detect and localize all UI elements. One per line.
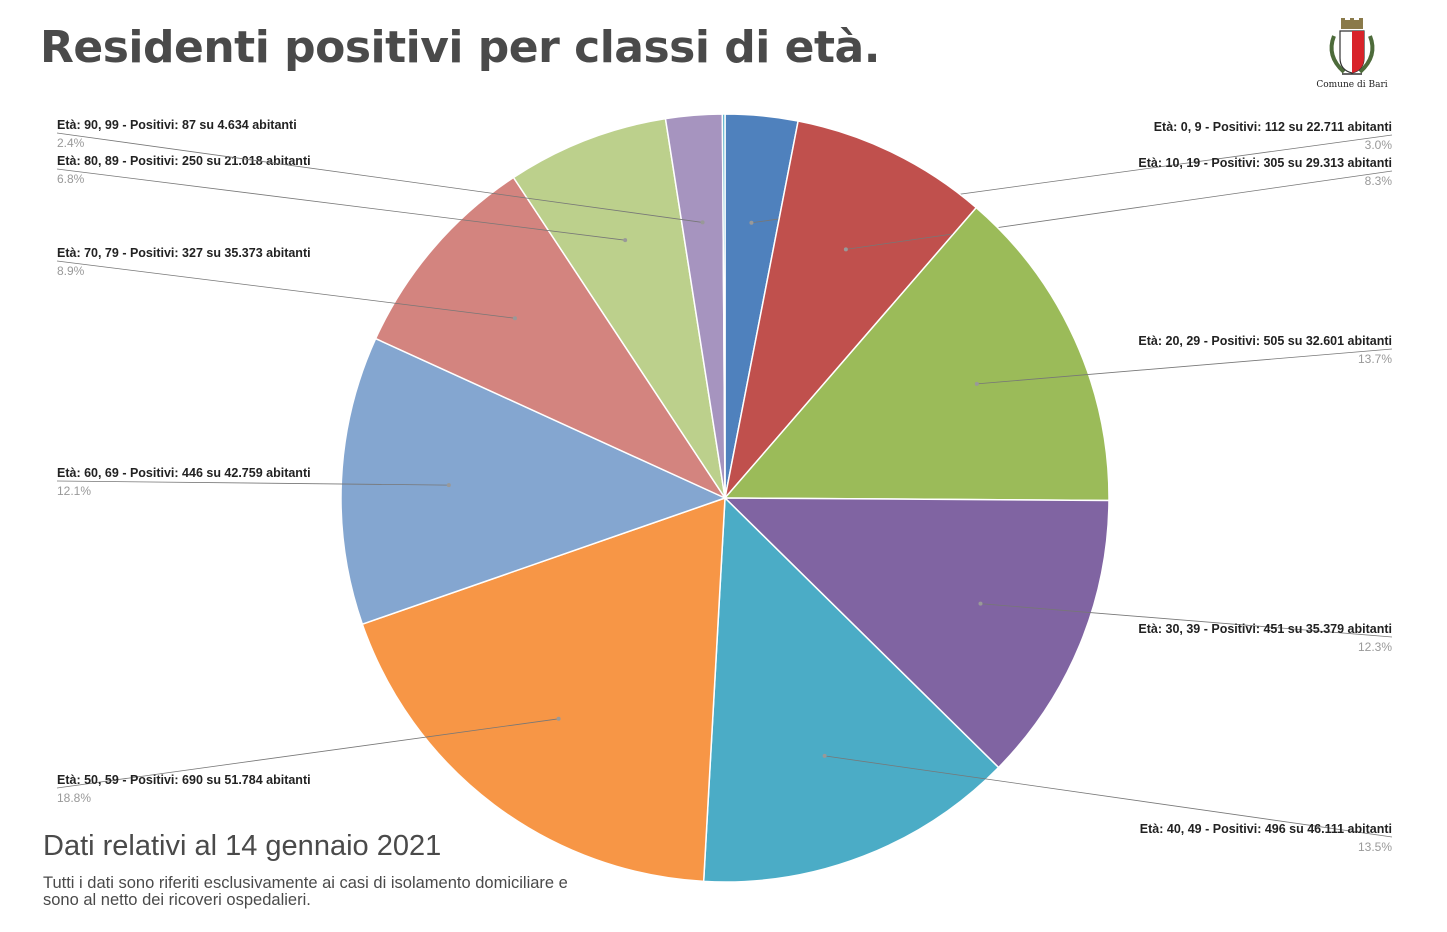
slice-label: Età: 70, 79 - Positivi: 327 su 35.373 ab… — [57, 246, 311, 260]
slice-label: Età: 60, 69 - Positivi: 446 su 42.759 ab… — [57, 466, 311, 480]
pie-slice — [723, 497, 1110, 769]
leader-line — [56, 168, 626, 241]
slice-percentage: 6.8% — [57, 172, 85, 186]
pie-slice — [723, 206, 1110, 502]
leader-dot — [623, 238, 628, 243]
slice-percentage: 8.3% — [1365, 174, 1393, 188]
pie-slice — [340, 337, 728, 626]
slice-percentage: 12.3% — [1358, 640, 1392, 654]
leader-line — [976, 348, 1393, 385]
slice-label: Età: 40, 49 - Positivi: 496 su 46.111 ab… — [1140, 822, 1392, 836]
leader-line — [980, 603, 1393, 638]
slice-label: Età: 10, 19 - Positivi: 305 su 29.313 ab… — [1138, 156, 1392, 170]
leader-dot — [446, 483, 451, 488]
slice-percentage: 13.7% — [1358, 352, 1392, 366]
slice-label: Età: 20, 29 - Positivi: 505 su 32.601 ab… — [1138, 334, 1392, 348]
leader-line — [56, 718, 559, 789]
slice-percentage: 13.5% — [1358, 840, 1392, 854]
page-title: Residenti positivi per classi di età. — [40, 22, 880, 73]
leader-line — [824, 755, 1393, 838]
slice-percentage: 12.1% — [57, 484, 91, 498]
pie-slice — [723, 120, 978, 501]
leader-line — [56, 480, 449, 486]
data-note: Tutti i dati sono riferiti esclusivament… — [43, 874, 568, 909]
slice-percentage: 2.4% — [57, 136, 85, 150]
pie-slice — [512, 117, 726, 499]
slice-label: Età: 80, 89 - Positivi: 250 su 21.018 ab… — [57, 154, 311, 168]
leader-dot — [700, 220, 705, 225]
leader-dot — [974, 381, 979, 386]
pie-slice — [702, 496, 1000, 883]
pie-slice — [374, 176, 728, 500]
slice-percentage: 3.0% — [1365, 138, 1393, 152]
slice-percentage: 8.9% — [57, 264, 85, 278]
slice-label: Età: 30, 39 - Positivi: 451 su 35.379 ab… — [1138, 622, 1392, 636]
slice-label: Età: 90, 99 - Positivi: 87 su 4.634 abit… — [57, 118, 297, 132]
data-date: Dati relativi al 14 gennaio 2021 — [43, 830, 442, 862]
coat-of-arms-icon — [1329, 18, 1375, 75]
leader-dot — [556, 716, 561, 721]
leader-dot — [512, 316, 517, 321]
leader-line — [56, 132, 703, 223]
municipal-logo: Comune di Bari — [1304, 18, 1400, 94]
pie-slice — [721, 113, 726, 499]
leader-line — [845, 170, 1393, 250]
leader-dot — [978, 601, 983, 606]
pie-slice — [361, 496, 726, 883]
slice-percentage: 18.8% — [57, 791, 91, 805]
leader-dot — [822, 753, 827, 758]
leader-dot — [749, 220, 754, 225]
slice-label: Età: 0, 9 - Positivi: 112 su 22.711 abit… — [1154, 120, 1392, 134]
leader-line — [56, 260, 515, 319]
slice-label: Età: 50, 59 - Positivi: 690 su 51.784 ab… — [57, 773, 311, 787]
leader-dot — [843, 247, 848, 252]
logo-text: Comune di Bari — [1316, 80, 1388, 90]
